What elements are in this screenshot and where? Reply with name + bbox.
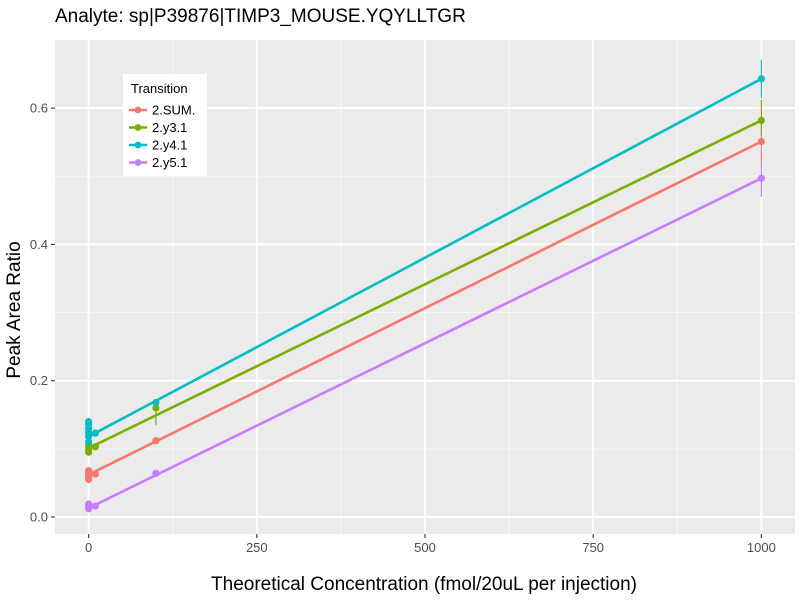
data-point [85, 438, 93, 446]
data-point [152, 398, 160, 407]
x-tick-label: 750 [582, 540, 604, 555]
x-tick-label: 1000 [747, 540, 776, 555]
legend: Transition 2.SUM. 2.y3.1 2.y4.1 2.y5.1 [123, 74, 207, 176]
data-point [152, 437, 160, 445]
x-tick-label: 250 [246, 540, 268, 555]
legend-item: 2.y5.1 [129, 155, 187, 170]
legend-label: 2.y4.1 [152, 138, 187, 153]
data-point [85, 467, 93, 475]
legend-item: 2.SUM. [129, 103, 195, 118]
legend-item: 2.y4.1 [129, 138, 187, 153]
y-tick-label: 0.0 [30, 509, 48, 524]
x-axis-ticks: 0 250 500 750 1000 [85, 534, 776, 555]
x-tick-label: 0 [85, 540, 92, 555]
legend-item: 2.y3.1 [129, 120, 187, 135]
legend-items: 2.SUM. 2.y3.1 2.y4.1 2.y5.1 [129, 103, 195, 170]
y-axis-label: Peak Area Ratio [4, 241, 25, 378]
chart-title: Analyte: sp|P39876|TIMP3_MOUSE.YQYLLTGR [55, 6, 466, 27]
fit-line [88, 119, 762, 450]
data-point [757, 137, 765, 146]
fit-lines [88, 77, 762, 510]
data-point [152, 404, 160, 412]
legend-key-point [134, 106, 142, 114]
y-tick-label: 0.6 [30, 101, 48, 116]
data-points [85, 75, 765, 513]
legend-key-point [134, 159, 142, 166]
data-point [757, 174, 765, 182]
legend-key-point [134, 124, 142, 131]
y-axis-ticks: 0.0 0.2 0.4 0.6 [30, 101, 55, 524]
legend-title: Transition [131, 81, 188, 96]
data-point [91, 470, 99, 478]
y-tick-label: 0.2 [30, 373, 48, 388]
y-tick-label: 0.4 [30, 237, 48, 252]
data-point [757, 75, 765, 83]
data-point [757, 116, 765, 125]
fit-line [88, 140, 762, 476]
fit-line [88, 77, 762, 438]
data-point [91, 443, 99, 451]
legend-key-point [134, 141, 142, 149]
data-point [85, 500, 93, 508]
legend-label: 2.y5.1 [152, 155, 187, 170]
data-point [91, 502, 99, 510]
legend-label: 2.y3.1 [152, 120, 187, 135]
data-point [152, 469, 160, 477]
fit-line [88, 177, 762, 510]
data-point [85, 417, 93, 426]
legend-label: 2.SUM. [152, 103, 195, 118]
data-point [91, 429, 99, 437]
x-tick-label: 500 [414, 540, 436, 555]
x-axis-label: Theoretical Concentration (fmol/20uL per… [211, 574, 637, 595]
